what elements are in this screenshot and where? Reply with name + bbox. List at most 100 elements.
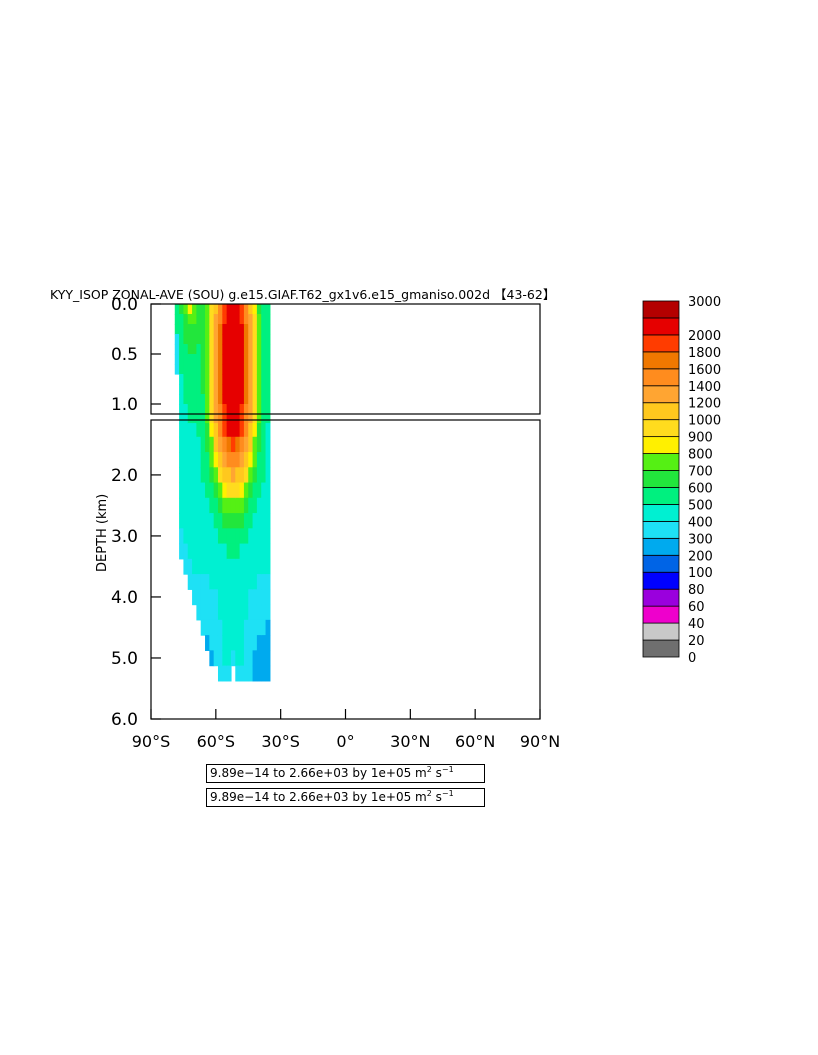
field-cell: [183, 354, 189, 365]
field-cell: [183, 497, 189, 514]
field-cell: [230, 497, 236, 514]
colorbar-swatch: [642, 571, 680, 590]
field-cell: [196, 404, 202, 415]
field-cell: [205, 543, 210, 560]
field-cell: [205, 334, 210, 345]
field-cell: [252, 619, 258, 636]
field-cell: [222, 619, 228, 636]
field-cell: [226, 374, 232, 385]
field-cell: [230, 543, 236, 560]
field-cell: [205, 497, 210, 514]
field-cell: [183, 344, 189, 355]
field-cell: [222, 635, 228, 651]
field-cell: [230, 304, 236, 315]
field-cell: [239, 635, 245, 651]
field-cell: [226, 314, 232, 325]
y-tick-label: 3.0: [111, 527, 138, 547]
field-cell: [209, 467, 215, 484]
colorbar-label: 600: [688, 481, 713, 496]
field-cell: [192, 384, 197, 395]
field-cell: [187, 467, 193, 484]
field-cell: [252, 558, 258, 575]
field-cell: [196, 423, 202, 438]
field-cell: [230, 619, 236, 636]
field-cell: [256, 497, 262, 514]
field-cell: [196, 304, 202, 315]
field-cell: [230, 324, 236, 335]
field-cell: [217, 344, 223, 355]
field-cell: [200, 324, 206, 335]
field-cell: [217, 619, 223, 636]
field-cell: [243, 497, 249, 514]
field-cell: [205, 635, 210, 651]
field-cell: [183, 404, 189, 415]
field-cell: [252, 436, 258, 453]
field-cell: [179, 334, 185, 345]
field-cell: [174, 304, 180, 315]
field-cell: [196, 394, 202, 405]
field-cell: [205, 344, 210, 355]
field-cell: [183, 436, 189, 453]
field-cell: [243, 423, 249, 438]
field-cell: [265, 374, 271, 385]
y-tick-label: 0.5: [111, 345, 138, 365]
field-cell: [222, 304, 228, 315]
field-cell: [205, 374, 210, 385]
field-cell: [230, 650, 236, 667]
field-cell: [205, 324, 210, 335]
colorbar-swatch: [642, 419, 680, 438]
field-cell: [226, 482, 232, 499]
field-cell: [222, 467, 228, 484]
upper-panel-frame: [150, 303, 541, 415]
field-cell: [261, 334, 267, 345]
field-cell: [226, 619, 232, 636]
field-cell: [192, 374, 197, 385]
field-cell: [226, 467, 232, 484]
field-cell: [192, 423, 197, 438]
field-cell: [256, 543, 262, 560]
field-cell: [252, 467, 258, 484]
field-cell: [239, 384, 245, 395]
field-cell: [222, 650, 228, 667]
field-cell: [222, 344, 228, 355]
field-cell: [252, 482, 258, 499]
field-cell: [235, 513, 241, 529]
chart-title: KYY_ISOP ZONAL-AVE (SOU) g.e15.GIAF.T62_…: [50, 287, 555, 302]
field-cell: [187, 558, 193, 575]
field-cell: [235, 374, 241, 385]
field-cell: [235, 334, 241, 345]
field-cell: [226, 452, 232, 468]
field-cell: [252, 543, 258, 560]
field-cell: [230, 513, 236, 529]
colorbar-label: 1400: [688, 380, 721, 395]
field-cell: [217, 543, 223, 560]
field-cell: [239, 354, 245, 365]
colorbar-swatch: [642, 605, 680, 624]
field-cell: [265, 528, 271, 545]
colorbar-label: 400: [688, 515, 713, 530]
field-cell: [243, 364, 249, 375]
field-cell: [248, 482, 254, 499]
field-cell: [187, 304, 193, 315]
field-cell: [179, 528, 185, 545]
field-cell: [239, 334, 245, 345]
field-cell: [200, 354, 206, 365]
field-cell: [243, 665, 249, 682]
field-cell: [183, 384, 189, 395]
field-cell: [222, 404, 228, 415]
x-tick-label: 30°S: [261, 732, 300, 751]
field-cell: [248, 589, 254, 606]
field-cell: [230, 574, 236, 590]
field-cell: [230, 589, 236, 606]
field-cell: [252, 394, 258, 405]
field-cell: [265, 414, 271, 424]
field-cell: [235, 324, 241, 335]
field-cell: [183, 334, 189, 345]
field-cell: [235, 528, 241, 545]
field-cell: [239, 314, 245, 325]
field-cell: [252, 513, 258, 529]
field-cell: [192, 452, 197, 468]
field-cell: [213, 528, 219, 545]
colorbar-swatch: [642, 504, 680, 522]
